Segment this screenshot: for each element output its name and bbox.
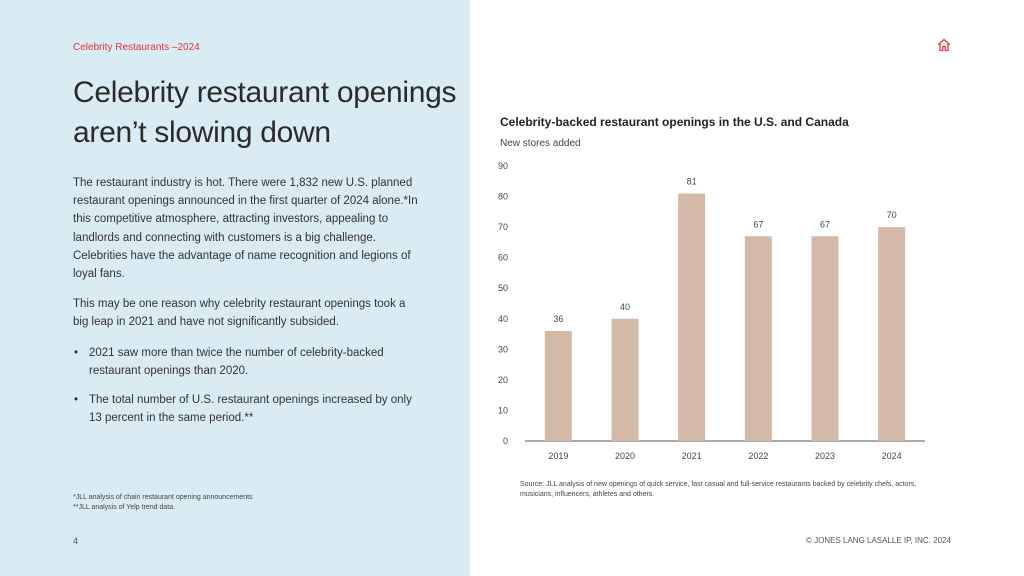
- x-tick-label: 2022: [748, 451, 768, 461]
- data-label: 67: [753, 219, 763, 229]
- footnotes: *JLL analysis of chain restaurant openin…: [73, 493, 253, 513]
- page-number: 4: [73, 536, 79, 546]
- y-tick-label: 60: [498, 253, 508, 263]
- x-tick-label: 2024: [882, 451, 902, 461]
- body-paragraph: This may be one reason why celebrity res…: [73, 298, 406, 329]
- left-panel: Celebrity Restaurants –2024 Celebrity re…: [0, 0, 470, 576]
- bullet-item: The total number of U.S. restaurant open…: [73, 391, 423, 427]
- source-note: Source: JLL analysis of new openings of …: [520, 481, 917, 498]
- bar: [611, 318, 639, 441]
- bar: [678, 193, 706, 441]
- y-tick-label: 0: [503, 436, 508, 446]
- y-tick-label: 70: [498, 222, 508, 232]
- bar-chart: 0 10 20 30 40 50 60 70 80 90 36 2019 40 2020 81 2021 67 2…: [498, 161, 925, 461]
- body-paragraph: The restaurant industry is hot. There we…: [73, 177, 418, 281]
- bullet-list: 2021 saw more than twice the number of c…: [73, 344, 423, 428]
- data-label: 40: [620, 302, 630, 312]
- y-tick-label: 50: [498, 283, 508, 293]
- data-label: 81: [687, 177, 697, 187]
- x-tick-label: 2019: [548, 451, 568, 461]
- chart-ylabel: New stores added: [500, 138, 581, 149]
- y-tick-label: 90: [498, 161, 508, 171]
- x-tick-label: 2023: [815, 451, 835, 461]
- bar: [744, 236, 772, 441]
- y-tick-label: 40: [498, 314, 508, 324]
- data-label: 36: [553, 314, 563, 324]
- section-label: Celebrity Restaurants –2024: [73, 42, 200, 53]
- y-tick-label: 20: [498, 375, 508, 385]
- data-label: 70: [887, 210, 897, 220]
- y-tick-label: 80: [498, 192, 508, 202]
- x-tick-label: 2021: [682, 451, 702, 461]
- bar: [811, 236, 839, 441]
- chart-title: Celebrity-backed restaurant openings in …: [500, 115, 849, 129]
- data-label: 67: [820, 219, 830, 229]
- body-text: The restaurant industry is hot. There we…: [73, 174, 423, 438]
- bar: [878, 227, 906, 441]
- footnote: *JLL analysis of chain restaurant openin…: [73, 494, 253, 501]
- page-title: Celebrity restaurant openings aren’t slo…: [73, 76, 457, 149]
- bullet-item: 2021 saw more than twice the number of c…: [73, 344, 423, 380]
- copyright: © JONES LANG LASALLE IP, INC. 2024: [806, 536, 951, 545]
- bar: [544, 331, 572, 441]
- y-tick-label: 10: [498, 405, 508, 415]
- footnote: **JLL analysis of Yelp trend data.: [73, 504, 176, 511]
- x-tick-label: 2020: [615, 451, 635, 461]
- y-tick-label: 30: [498, 344, 508, 354]
- home-icon[interactable]: [937, 38, 951, 52]
